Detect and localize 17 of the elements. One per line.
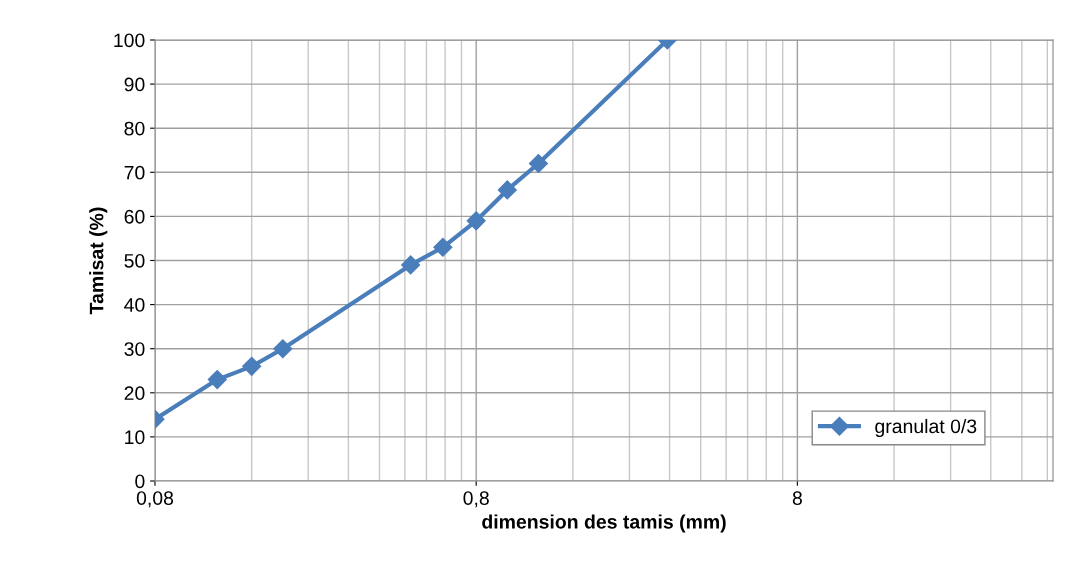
- y-tick-label: 10: [125, 430, 145, 445]
- legend-label: granulat 0/3: [875, 418, 977, 438]
- y-tick-label: 70: [124, 165, 145, 180]
- x-tick-label: 0,08: [136, 491, 174, 508]
- y-tick-label: 80: [124, 121, 145, 136]
- y-tick-label: 40: [124, 298, 145, 312]
- y-tick-label: 60: [124, 209, 145, 224]
- x-tick-label: 8: [792, 491, 802, 505]
- x-tick-label: 0,8: [463, 491, 489, 508]
- y-tick-label: 20: [124, 386, 145, 401]
- y-tick-label: 30: [124, 342, 145, 356]
- y-tick-label: 0: [135, 474, 145, 489]
- y-tick-label: 90: [124, 77, 145, 92]
- y-axis-title: Tamisat (%): [89, 207, 108, 315]
- y-tick-label: 100: [114, 33, 145, 48]
- y-tick-label: 50: [124, 253, 145, 268]
- x-axis-title: dimension des tamis (mm): [482, 514, 726, 533]
